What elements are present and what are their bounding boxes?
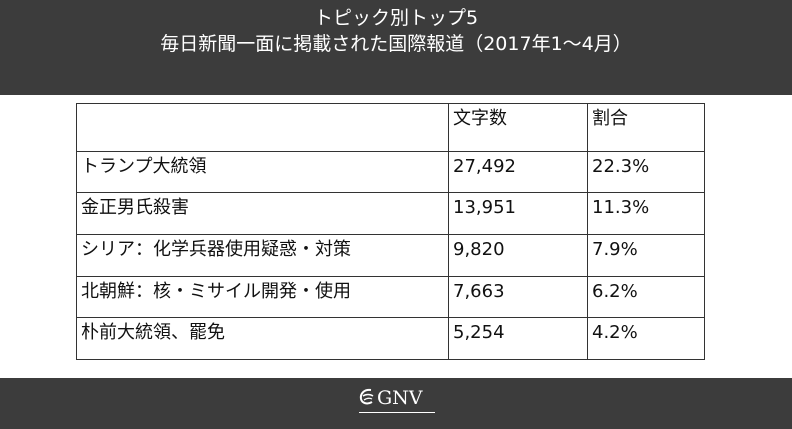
page-subtitle: 毎日新聞一面に掲載された国際報道（2017年1〜4月） (160, 33, 632, 55)
topic-cell: 朴前大統領、罷免 (76, 317, 449, 360)
logo-wordmark: GNV (377, 387, 423, 409)
share-cell: 7.9% (587, 234, 705, 277)
topic-cell: 金正男氏殺害 (76, 192, 449, 236)
share-cell: 4.2% (587, 317, 705, 360)
page-title: トピック別トップ5 (313, 7, 479, 29)
header-banner: トピック別トップ5 毎日新聞一面に掲載された国際報道（2017年1〜4月） (0, 0, 792, 95)
topics-table: 文字数 割合 トランプ大統領 27,492 22.3% 金正男氏殺害 13,95… (76, 103, 705, 360)
share-cell: 22.3% (587, 150, 705, 194)
topic-cell: 北朝鮮：核・ミサイル開発・使用 (76, 275, 449, 319)
share-cell: 11.3% (587, 192, 705, 236)
chars-cell: 27,492 (448, 150, 588, 194)
column-header-share: 割合 (587, 103, 705, 152)
chars-cell: 7,663 (448, 275, 588, 319)
table-row: シリア：化学兵器使用疑惑・対策 9,820 7.9% (76, 234, 705, 277)
column-header-topic (76, 103, 449, 152)
share-cell: 6.2% (587, 275, 705, 319)
gnv-logo[interactable]: GNV (359, 386, 435, 422)
table-row: トランプ大統領 27,492 22.3% (76, 150, 705, 194)
column-header-chars: 文字数 (448, 103, 588, 152)
table-row: 朴前大統領、罷免 5,254 4.2% (76, 317, 705, 360)
footer-banner: GNV (0, 378, 792, 429)
chars-cell: 13,951 (448, 192, 588, 236)
globe-swoosh-icon (359, 387, 375, 411)
table-row: 金正男氏殺害 13,951 11.3% (76, 192, 705, 236)
table-header-row: 文字数 割合 (76, 103, 705, 152)
table-row: 北朝鮮：核・ミサイル開発・使用 7,663 6.2% (76, 275, 705, 319)
chars-cell: 9,820 (448, 234, 588, 277)
logo-rule (359, 412, 435, 414)
chars-cell: 5,254 (448, 317, 588, 360)
topic-cell: シリア：化学兵器使用疑惑・対策 (76, 234, 449, 277)
topic-cell: トランプ大統領 (76, 150, 449, 194)
